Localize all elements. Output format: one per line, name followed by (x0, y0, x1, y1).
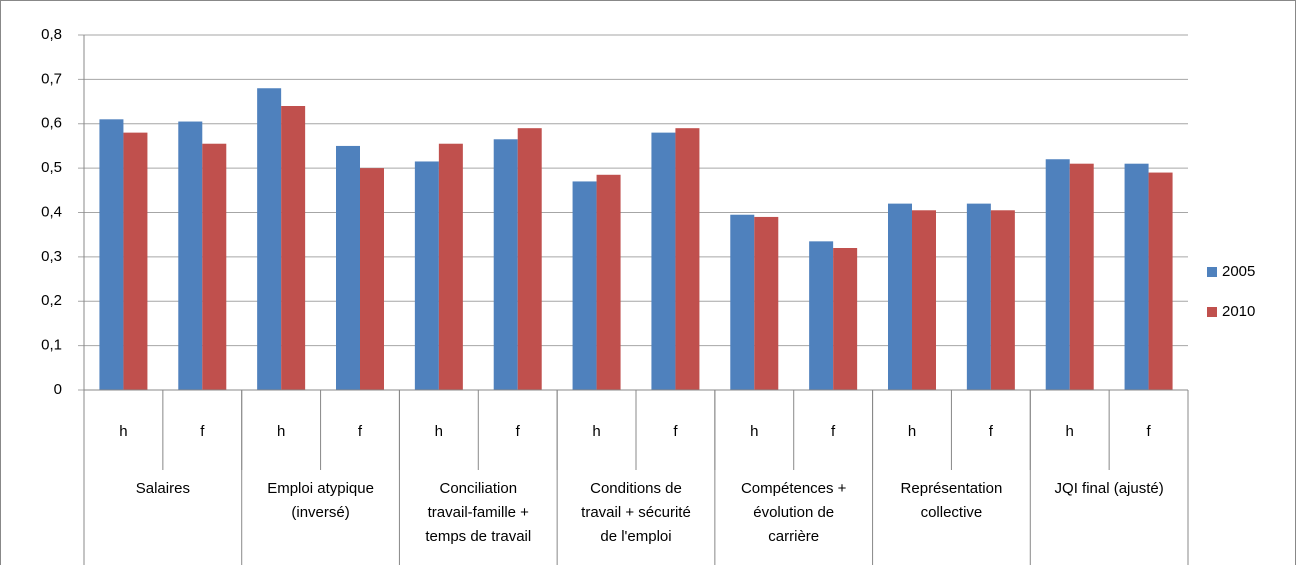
y-tick-label: 0,1 (41, 337, 62, 354)
group-label: (inversé) (291, 504, 349, 521)
bar (1045, 159, 1070, 390)
legend-label: 2005 (1222, 263, 1255, 280)
group-label: collective (921, 504, 983, 521)
bar (1148, 172, 1173, 390)
group-label: JQI final (ajusté) (1055, 480, 1164, 497)
x-tick-label: f (358, 423, 363, 440)
bar (966, 203, 991, 390)
legend-swatch (1207, 267, 1217, 277)
x-tick-label: f (673, 423, 678, 440)
bar (730, 214, 755, 390)
x-tick-label: f (989, 423, 994, 440)
bar (493, 139, 518, 390)
bar (438, 143, 463, 390)
x-tick-label: h (119, 423, 127, 440)
x-tick-label: f (516, 423, 521, 440)
group-label: évolution de (753, 504, 834, 521)
bar (123, 132, 148, 390)
bar (281, 106, 306, 390)
y-tick-label: 0,6 (41, 115, 62, 132)
group-label: de l'emploi (600, 528, 671, 545)
group-label: Compétences + (741, 480, 847, 497)
bar (336, 145, 360, 390)
group-label: Représentation (901, 480, 1003, 497)
group-label: travail-famille + (428, 504, 530, 521)
y-tick-label: 0,4 (41, 203, 62, 220)
bar (99, 119, 124, 390)
group-label: travail + sécurité (581, 504, 691, 521)
group-label: Conciliation (440, 480, 518, 497)
bar (517, 128, 542, 390)
bar (1124, 163, 1149, 390)
y-tick-label: 0,7 (41, 70, 62, 87)
bar (912, 210, 936, 390)
group-label: Salaires (136, 480, 190, 497)
bar (990, 210, 1015, 390)
bar (202, 143, 227, 390)
y-tick-label: 0,5 (41, 159, 62, 176)
bar (809, 241, 834, 390)
bar (178, 121, 203, 390)
group-label: Conditions de (590, 480, 682, 497)
x-tick-label: h (435, 423, 443, 440)
legend-label: 2010 (1222, 303, 1255, 320)
bar (596, 174, 621, 390)
legend-swatch (1207, 307, 1217, 317)
bar (1069, 163, 1094, 390)
bar (414, 161, 439, 390)
group-label: carrière (768, 528, 819, 545)
x-tick-label: h (908, 423, 916, 440)
bar (833, 248, 858, 390)
bar (572, 181, 597, 390)
bar (888, 203, 912, 390)
bar (754, 216, 779, 390)
x-tick-label: f (831, 423, 836, 440)
x-tick-label: f (200, 423, 205, 440)
y-tick-label: 0,2 (41, 292, 62, 309)
bar (257, 88, 282, 390)
x-tick-label: h (277, 423, 285, 440)
x-tick-label: h (750, 423, 758, 440)
x-tick-label: h (592, 423, 600, 440)
y-tick-label: 0,3 (41, 248, 62, 265)
bar (651, 132, 676, 390)
group-label: temps de travail (425, 528, 531, 545)
x-tick-label: h (1066, 423, 1074, 440)
group-label: Emploi atypique (267, 480, 374, 497)
x-tick-label: f (1146, 423, 1151, 440)
y-tick-label: 0 (54, 381, 62, 398)
bar (360, 168, 384, 390)
y-tick-label: 0,8 (41, 26, 62, 43)
bar (675, 128, 700, 390)
